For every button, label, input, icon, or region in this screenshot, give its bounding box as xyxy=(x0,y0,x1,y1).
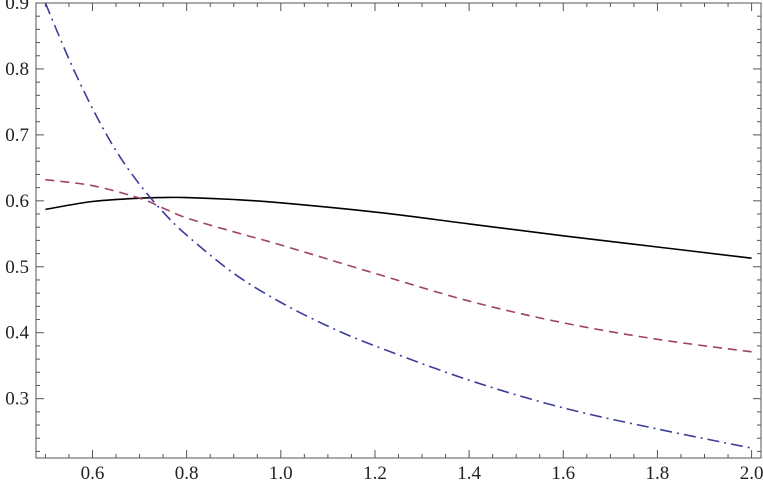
series-layer xyxy=(44,2,752,449)
y-tick-label: 0.7 xyxy=(5,125,29,146)
series-line-3-dash-dot xyxy=(44,2,752,449)
x-tick-label: 2.0 xyxy=(740,463,763,484)
y-tick-label: 0.8 xyxy=(5,59,29,80)
y-tick-label: 0.3 xyxy=(5,389,29,410)
y-tick-label: 0.9 xyxy=(5,0,29,14)
x-tick-label: 1.0 xyxy=(269,463,293,484)
y-tick-label: 0.4 xyxy=(5,323,29,344)
plot-frame xyxy=(35,2,762,459)
y-tick-label: 0.6 xyxy=(5,191,29,212)
x-tick-label: 0.8 xyxy=(175,463,199,484)
y-tick-label: 0.5 xyxy=(5,257,29,278)
labels-layer: 0.6 0.8 1.0 1.2 1.4 1.6 1.8 2.0 0.3 0.4 0.5 0.6 0.7 0… xyxy=(5,0,763,484)
x-tick-label: 1.4 xyxy=(457,463,481,484)
x-tick-label: 1.2 xyxy=(363,463,387,484)
x-tick-label: 1.6 xyxy=(551,463,575,484)
series-line-1-solid xyxy=(45,196,752,259)
x-tick-label: 1.8 xyxy=(646,463,670,484)
x-tick-label: 0.6 xyxy=(81,463,105,484)
series-line-2-dashed xyxy=(45,178,752,353)
ticks-layer xyxy=(36,2,761,458)
